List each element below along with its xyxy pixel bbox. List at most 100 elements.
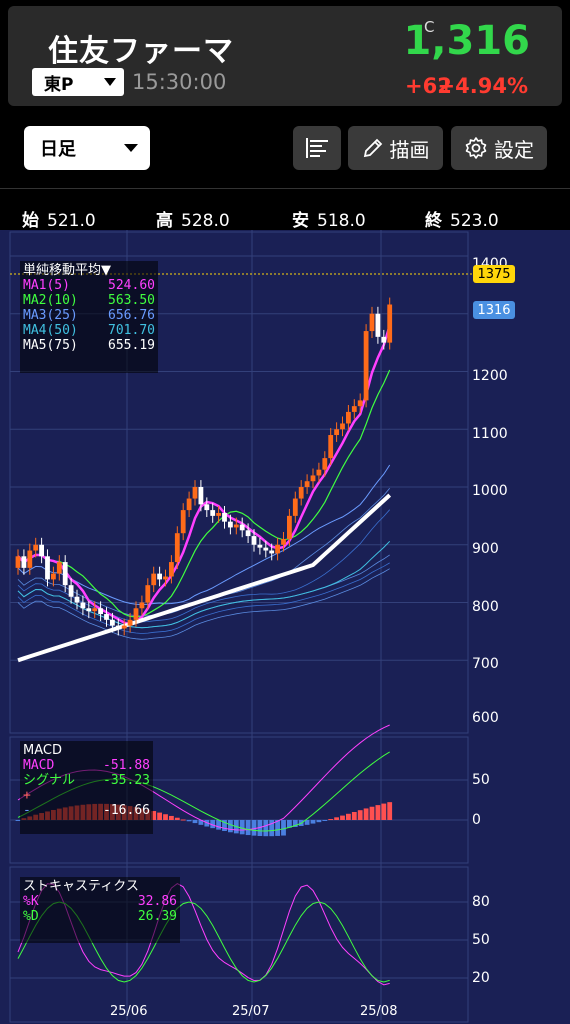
ma-fan-line	[17, 487, 391, 617]
ohlc-low: 安 518.0	[292, 206, 366, 231]
candle-body	[192, 487, 198, 499]
candle-body	[56, 562, 62, 574]
ma3-value: 656.76	[108, 308, 155, 323]
macd-bar	[169, 815, 174, 820]
candle-body	[257, 544, 263, 548]
indicator-lines	[17, 325, 392, 663]
macd-bar	[281, 820, 286, 836]
d-name: %D	[23, 909, 39, 924]
macd-bar	[346, 813, 351, 820]
candle-body	[180, 510, 186, 534]
period-dropdown[interactable]: 日足	[24, 126, 150, 170]
candle-body	[251, 536, 257, 545]
hist-plus-row: +	[23, 788, 150, 803]
ma-legend-title[interactable]: 単純移動平均▼	[23, 263, 111, 278]
candle-body	[86, 608, 92, 612]
macd-bar	[363, 808, 369, 820]
candle-body	[51, 573, 56, 580]
candle-body	[139, 602, 145, 609]
macd-bar	[275, 820, 280, 836]
candle-body	[298, 487, 304, 499]
signal-value: -35.23	[103, 773, 150, 788]
layout-button[interactable]	[293, 126, 341, 170]
chart-area[interactable]: 単純移動平均▼ MA1(5) 524.60 MA2(10) 563.50 MA3(2…	[0, 230, 570, 1024]
price-tick: 600	[472, 710, 499, 726]
candle-body	[316, 469, 322, 476]
ma-fan-line	[17, 509, 391, 623]
macd-bar	[322, 820, 328, 821]
ma-fan-line	[17, 562, 390, 634]
macd-bar	[334, 817, 339, 820]
settings-button[interactable]: 設定	[451, 126, 547, 170]
candle-body	[363, 331, 369, 401]
candle-body	[163, 576, 168, 580]
candle-body	[275, 544, 280, 554]
macd-bar	[269, 820, 275, 837]
candle-body	[62, 562, 68, 586]
ma4-name: MA4(50)	[23, 323, 78, 338]
candle-body	[33, 544, 39, 551]
high-price-tag: 1375	[473, 265, 515, 283]
macd-bar	[357, 810, 363, 820]
candle-body	[233, 524, 239, 528]
macd-legend: MACD MACD -51.88 シグナル -35.23 + - -16.66	[20, 741, 153, 834]
k-value: 32.86	[137, 894, 177, 909]
ohlc-close: 終 523.0	[425, 206, 499, 231]
candle-body	[340, 423, 345, 430]
macd-bar	[15, 820, 21, 821]
candle-body	[15, 556, 21, 568]
macd-title: MACD	[23, 743, 62, 758]
macd-bar	[304, 820, 310, 825]
candle-body	[121, 625, 127, 629]
stock-name: 住友ファーマ	[48, 34, 234, 69]
candle-body	[151, 573, 157, 586]
macd-bar	[245, 820, 251, 836]
ohlc-open-label: 始	[22, 211, 39, 231]
macd-bar	[340, 815, 345, 820]
ohlc-low-label: 安	[292, 211, 309, 231]
macd-bar	[204, 820, 210, 827]
candle-body	[357, 400, 363, 407]
candle-body	[68, 585, 74, 597]
macd-tick: 0	[472, 812, 481, 828]
candle-body	[80, 602, 86, 609]
candle-body	[169, 562, 174, 577]
ma-fan-line	[17, 568, 390, 640]
ma1-name: MA1(5)	[23, 278, 70, 293]
ma3-row: MA3(25) 656.76	[23, 308, 155, 323]
macd-bar	[157, 812, 162, 820]
ma-legend[interactable]: 単純移動平均▼ MA1(5) 524.60 MA2(10) 563.50 MA3(2…	[20, 261, 158, 373]
ma2-line	[17, 369, 391, 618]
ohlc-open: 始 521.0	[22, 206, 96, 231]
hist-plus-label: +	[23, 788, 31, 803]
price-tick: 700	[472, 656, 499, 672]
candle-body	[174, 533, 180, 563]
macd-bar	[292, 820, 298, 827]
candle-body	[245, 530, 251, 537]
stoch-tick: 80	[472, 894, 490, 910]
candle-body	[98, 608, 103, 615]
ma1-row: MA1(5) 524.60	[23, 278, 155, 293]
macd-bar	[287, 820, 292, 828]
ma5-line	[17, 493, 392, 663]
hist-minus-row: - -16.66	[23, 803, 150, 818]
candle-body	[328, 435, 334, 459]
macd-bar	[163, 814, 168, 820]
price-tick: 800	[472, 599, 499, 615]
date-tick: 25/06	[110, 1004, 148, 1019]
ma5-value: 655.19	[108, 338, 155, 353]
price-change-percent: +4.94%	[437, 74, 528, 98]
ohlc-bar: 始 521.0 高 528.0 安 518.0 終 523.0	[0, 206, 570, 231]
draw-button[interactable]: 描画	[348, 126, 443, 170]
macd-bar	[239, 820, 245, 835]
price-tick: 1200	[472, 368, 508, 384]
macd-bar	[375, 805, 381, 820]
candle-body	[74, 596, 80, 603]
market-dropdown[interactable]: 東P	[32, 68, 124, 96]
macd-bar	[222, 820, 227, 832]
macd-value: -51.88	[103, 758, 150, 773]
candle-body	[127, 619, 133, 626]
macd-bar	[210, 820, 216, 829]
macd-bar	[387, 802, 393, 820]
current-price-tag: 1316	[473, 301, 515, 319]
